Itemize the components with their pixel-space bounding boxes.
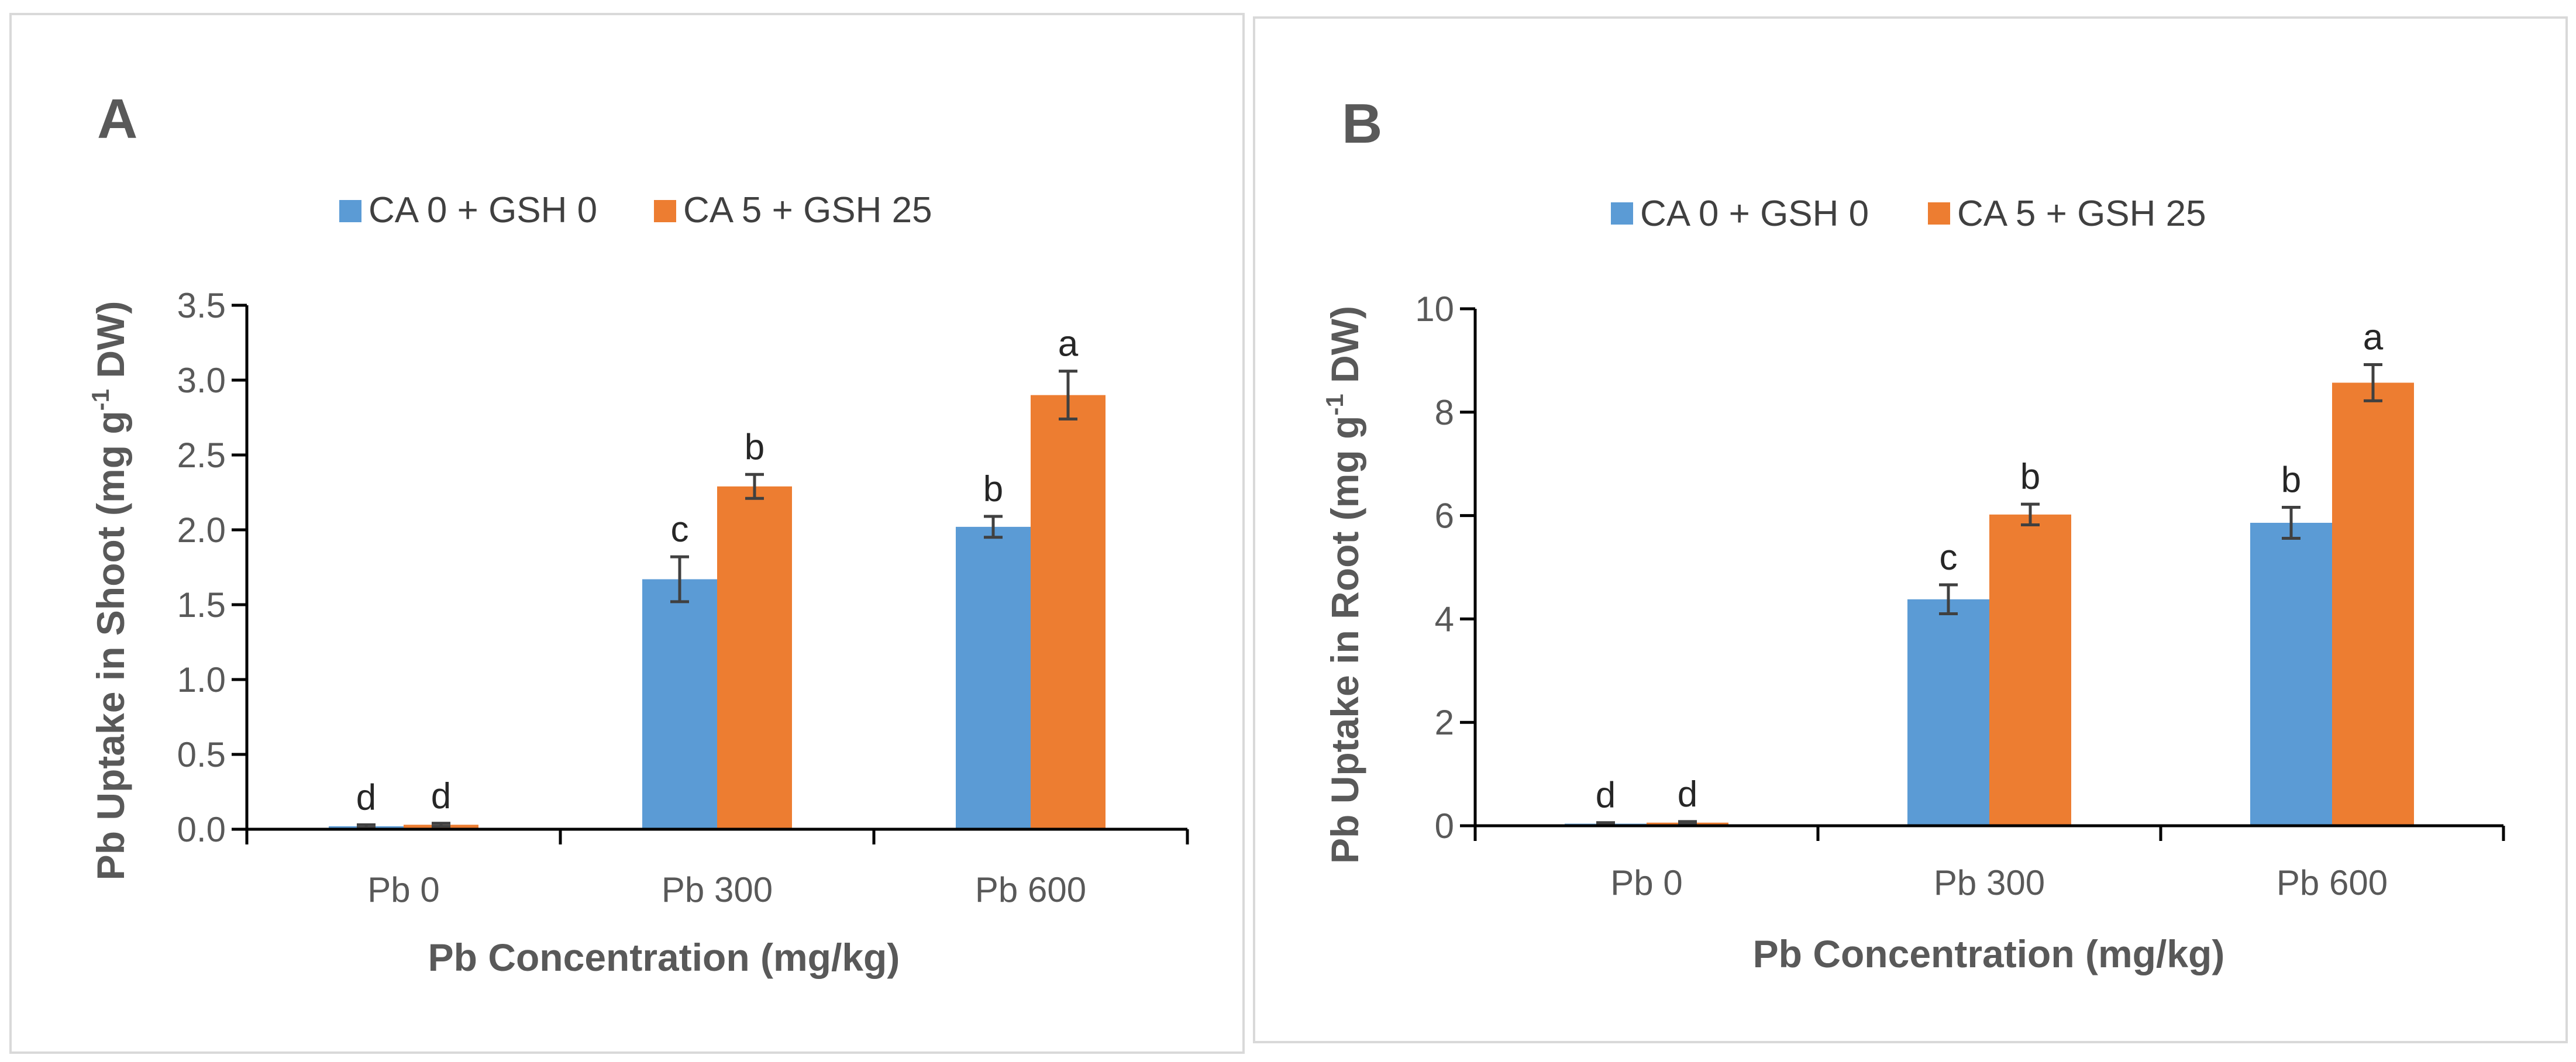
- plot-area-b: 0 2 4 6 8 10 d d Pb 0 c b Pb 300 b a Pb 600: [1415, 289, 2505, 902]
- legend-swatch: [1611, 202, 1633, 225]
- chart-panel-a: A CA 0 + GSH 0 CA 5 + GSH 25 Pb Uptake i…: [0, 0, 1263, 1062]
- x-axis-title-a: Pb Concentration (mg/kg): [428, 936, 900, 979]
- y-tick-label: 2: [1435, 703, 1454, 742]
- significance-letter: d: [1596, 775, 1616, 816]
- bar: [1907, 599, 1989, 826]
- chart-b-frame: [1253, 16, 2568, 1043]
- bar: [2250, 522, 2332, 826]
- significance-letter: d: [1678, 774, 1697, 815]
- y-tick-label: 0.0: [177, 810, 226, 849]
- legend-swatch: [1928, 202, 1950, 225]
- y-tick-label: 4: [1435, 599, 1454, 639]
- x-tick-label: Pb 300: [1934, 863, 2045, 902]
- y-tick-label: 3.0: [177, 361, 226, 400]
- legend-swatch: [339, 200, 361, 222]
- panel-label-a: A: [97, 88, 137, 150]
- legend-label: CA 5 + GSH 25: [683, 190, 932, 230]
- x-tick-label: Pb 600: [975, 870, 1086, 909]
- x-tick-label: Pb 600: [2277, 863, 2388, 902]
- y-tick-label: 0: [1435, 806, 1454, 846]
- chart-a-svg: A CA 0 + GSH 0 CA 5 + GSH 25 Pb Uptake i…: [9, 13, 1245, 1054]
- y-tick-label: 2.0: [177, 511, 226, 550]
- y-tick-label: 6: [1435, 496, 1454, 536]
- bar: [717, 486, 792, 829]
- chart-a-frame: [9, 13, 1245, 1054]
- significance-letter: b: [2020, 457, 2040, 497]
- legend-a: CA 0 + GSH 0 CA 5 + GSH 25: [339, 190, 932, 230]
- y-tick-label: 2.5: [177, 436, 226, 475]
- panel-label-b: B: [1342, 92, 1382, 155]
- legend-label: CA 5 + GSH 25: [1957, 194, 2206, 234]
- x-axis-title-b: Pb Concentration (mg/kg): [1753, 932, 2225, 975]
- significance-letter: d: [356, 777, 376, 818]
- bar: [642, 579, 717, 829]
- y-tick-label: 10: [1415, 289, 1454, 329]
- significance-letter: b: [983, 469, 1003, 509]
- y-tick-label: 1.5: [177, 585, 226, 625]
- bar: [2332, 382, 2414, 826]
- legend-label: CA 0 + GSH 0: [1640, 194, 1869, 234]
- significance-letter: c: [671, 509, 689, 550]
- bar: [1989, 514, 2071, 826]
- significance-letter: b: [2281, 460, 2301, 500]
- x-tick-label: Pb 0: [367, 870, 439, 909]
- significance-letter: c: [1940, 537, 1958, 578]
- y-tick-label: 8: [1435, 393, 1454, 432]
- y-axis-title-a: Pb Uptake in Shoot (mg g-1 DW): [87, 301, 132, 881]
- legend-b: CA 0 + GSH 0 CA 5 + GSH 25: [1611, 194, 2206, 234]
- legend-label: CA 0 + GSH 0: [369, 190, 597, 230]
- significance-letter: b: [745, 427, 764, 467]
- y-tick-label: 3.5: [177, 286, 226, 325]
- significance-letter: a: [2363, 317, 2384, 357]
- x-tick-label: Pb 0: [1610, 863, 1682, 902]
- chart-b-svg: B CA 0 + GSH 0 CA 5 + GSH 25 Pb Uptake i…: [1253, 16, 2568, 1043]
- significance-letter: d: [431, 776, 451, 816]
- chart-panel-b: B CA 0 + GSH 0 CA 5 + GSH 25 Pb Uptake i…: [1252, 0, 2576, 1062]
- bar: [956, 526, 1031, 829]
- y-tick-label: 0.5: [177, 735, 226, 774]
- plot-area-a: 0.0 0.5 1.0 1.5 2.0 2.5 3.0 3.5 d d Pb 0 c b Pb 300 b a…: [177, 286, 1189, 909]
- legend-swatch: [654, 200, 676, 222]
- significance-letter: a: [1058, 324, 1079, 364]
- x-tick-label: Pb 300: [662, 870, 773, 909]
- y-axis-title-b: Pb Uptake in Root (mg g-1 DW): [1321, 306, 1366, 864]
- bar: [1031, 395, 1106, 829]
- y-tick-label: 1.0: [177, 660, 226, 699]
